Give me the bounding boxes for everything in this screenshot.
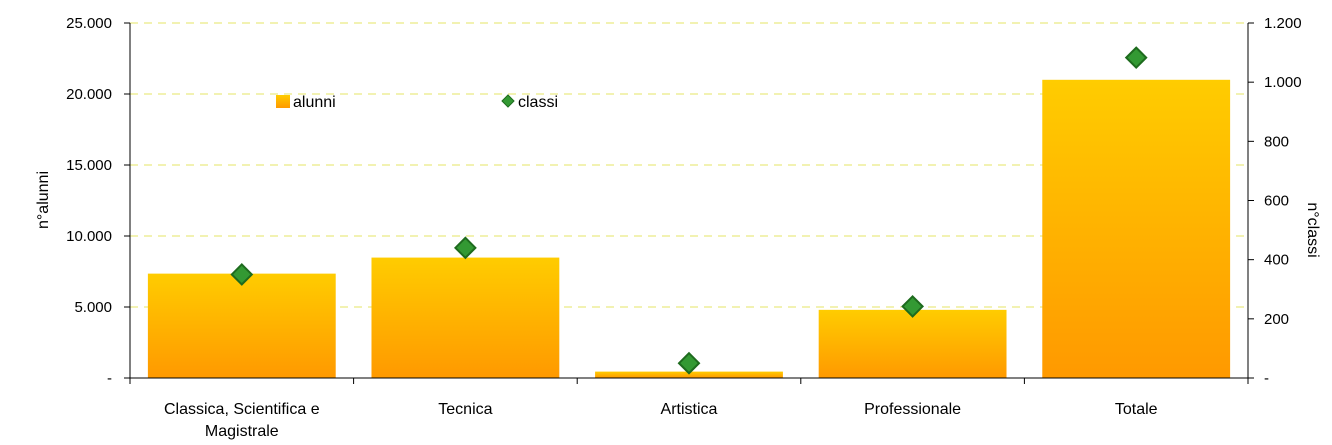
bars-alunni — [147, 79, 1231, 379]
right-axis-ticks: - 200 400 600 800 1.000 1.200 — [1248, 15, 1302, 387]
markers-classi — [230, 46, 1148, 375]
left-tick-label: 15.000 — [66, 157, 112, 174]
y-axis-label: n°alunni — [35, 171, 52, 229]
left-tick-label: 20.000 — [66, 86, 112, 103]
bar-alunni — [818, 309, 1007, 378]
right-tick-label: - — [1264, 370, 1269, 387]
category-label: Totale — [1115, 401, 1158, 418]
category-label: Artistica — [661, 401, 718, 418]
y2-axis-label: n°classi — [1304, 202, 1321, 257]
left-axis-ticks: - 5.000 10.000 15.000 20.000 25.000 — [66, 15, 130, 387]
left-tick-label: 25.000 — [66, 15, 112, 32]
marker-classi — [453, 236, 477, 260]
marker-classi — [901, 294, 925, 318]
right-tick-label: 400 — [1264, 252, 1289, 269]
bar-alunni — [595, 371, 783, 378]
bar-alunni — [1042, 79, 1231, 379]
left-tick-label: - — [107, 370, 112, 387]
category-label: Professionale — [864, 401, 961, 418]
marker-classi — [230, 263, 254, 286]
right-tick-label: 1.000 — [1264, 74, 1302, 91]
category-label: Tecnica — [438, 401, 492, 418]
legend-marker-classi — [501, 94, 515, 108]
legend-label-alunni: alunni — [293, 94, 336, 111]
legend: alunni classi — [276, 94, 558, 111]
right-tick-label: 1.200 — [1264, 15, 1302, 32]
category-labels: Classica, Scientifica e Magistrale Tecnica… — [129, 378, 1249, 440]
bar-alunni — [147, 273, 336, 378]
legend-swatch-alunni — [276, 95, 290, 108]
right-tick-label: 200 — [1264, 311, 1289, 328]
left-tick-label: 5.000 — [74, 299, 112, 316]
bar-alunni — [371, 257, 560, 378]
legend-label-classi: classi — [518, 94, 558, 111]
category-label: Classica, Scientifica e Magistrale — [164, 401, 320, 440]
left-tick-label: 10.000 — [66, 228, 112, 245]
right-tick-label: 800 — [1264, 133, 1289, 150]
marker-classi — [677, 351, 701, 375]
right-tick-label: 600 — [1264, 193, 1289, 210]
marker-classi — [1124, 46, 1148, 70]
